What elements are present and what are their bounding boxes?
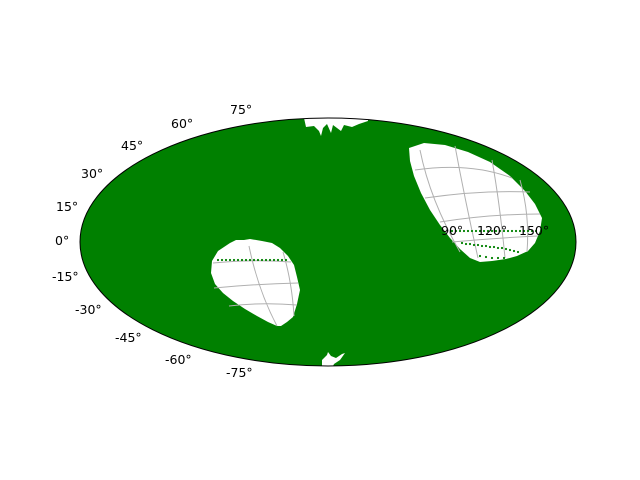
lat-label-60: 60° — [171, 116, 193, 131]
north-pole-gap — [304, 118, 368, 136]
lat-label-45: 45° — [121, 138, 143, 153]
lat-label-minus-60: -60° — [165, 352, 192, 367]
south-pole-gap — [322, 352, 345, 366]
lat-label-minus-75: -75° — [226, 365, 253, 380]
lon-label-150: 150° — [519, 223, 549, 238]
lat-label-15: 15° — [56, 199, 78, 214]
lat-label-30: 30° — [81, 166, 103, 181]
lat-label-0: 0° — [55, 233, 69, 248]
survey-gap-right — [409, 143, 542, 262]
map-outline — [79, 117, 577, 367]
survey-gap-right-dots — [450, 229, 538, 260]
lat-label-minus-30: -30° — [75, 302, 102, 317]
lon-label-120: 120° — [477, 223, 507, 238]
lon-label-90: 90° — [441, 223, 463, 238]
lat-label-minus-45: -45° — [115, 330, 142, 345]
survey-gap-left-dots — [216, 258, 288, 262]
lat-label-minus-15: -15° — [52, 269, 79, 284]
lat-label-75: 75° — [230, 102, 252, 117]
survey-gap-right-grid — [414, 145, 541, 259]
